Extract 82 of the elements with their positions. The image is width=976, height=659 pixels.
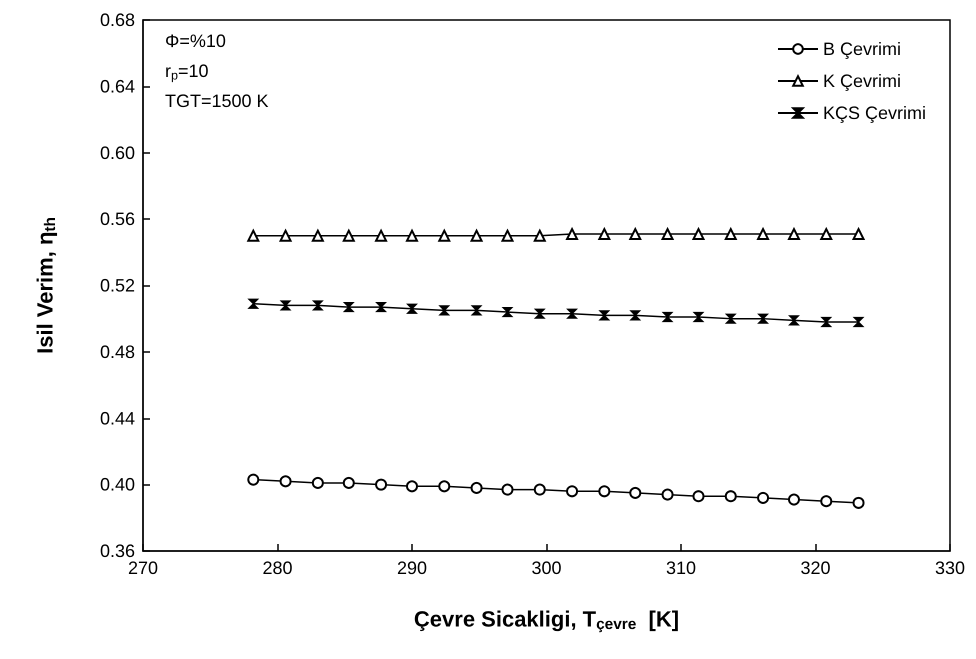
point — [312, 476, 324, 489]
point — [280, 300, 291, 311]
point — [630, 310, 640, 320]
x-tick-label: 330 — [934, 558, 966, 578]
x-tick-label: 280 — [262, 558, 293, 578]
point — [757, 492, 770, 504]
point — [598, 228, 610, 240]
point — [788, 315, 800, 326]
x-tick-label: 320 — [800, 558, 831, 578]
point — [726, 314, 736, 324]
point — [280, 475, 292, 488]
point — [248, 298, 258, 309]
point — [662, 228, 674, 240]
point — [470, 230, 483, 242]
y-tick-label: 0.48 — [100, 342, 135, 362]
point — [471, 305, 482, 316]
point — [662, 488, 674, 501]
point — [312, 300, 323, 311]
point — [566, 308, 578, 319]
point — [247, 474, 260, 486]
point — [501, 230, 514, 242]
point — [342, 476, 355, 489]
legend-label: KÇS Çevrimi — [822, 103, 926, 123]
point — [724, 228, 737, 240]
point — [788, 228, 800, 240]
point — [280, 230, 292, 242]
point — [629, 228, 642, 240]
y-tick-label: 0.40 — [100, 474, 135, 495]
point — [598, 485, 610, 498]
legend-label: K Çevrimi — [822, 71, 902, 91]
point — [534, 308, 545, 319]
point — [406, 480, 418, 492]
point — [820, 228, 832, 240]
point — [247, 230, 260, 242]
y-axis-title: Isil Verim, ηth — [32, 217, 59, 354]
point — [566, 485, 578, 498]
y-tick-label: 0.68 — [100, 10, 135, 30]
point — [692, 490, 704, 502]
y-tick-label: 0.52 — [100, 276, 135, 296]
x-tick-label: 270 — [128, 558, 158, 578]
y-tick-label: 0.36 — [100, 541, 135, 561]
point — [821, 316, 832, 328]
point — [852, 496, 865, 509]
point — [534, 484, 546, 496]
point — [344, 302, 354, 312]
point — [853, 316, 864, 328]
point — [852, 228, 865, 240]
point — [629, 486, 642, 499]
y-tick-label: 0.60 — [100, 142, 135, 163]
point — [470, 482, 483, 494]
point — [438, 230, 450, 242]
point — [406, 230, 418, 242]
point — [375, 478, 388, 491]
legend-label: B Çevrimi — [822, 39, 902, 59]
point — [502, 306, 513, 318]
point — [757, 228, 770, 240]
point — [376, 302, 386, 312]
point — [312, 230, 324, 242]
point — [439, 305, 450, 316]
point — [342, 230, 355, 242]
point — [375, 230, 388, 242]
point — [599, 310, 610, 320]
x-tick-label: 300 — [531, 558, 562, 578]
point — [566, 228, 578, 240]
point — [788, 494, 800, 506]
annotation: TGT=1500 K — [165, 91, 269, 111]
x-tick-label: 290 — [396, 558, 428, 578]
y-tick-label: 0.56 — [100, 209, 135, 230]
point — [820, 495, 832, 508]
point — [662, 312, 673, 322]
point — [693, 312, 704, 322]
y-tick-label: 0.44 — [100, 408, 135, 428]
annotation: Φ=%10 — [165, 31, 226, 51]
point — [692, 228, 704, 240]
point — [724, 490, 737, 502]
point — [438, 480, 450, 492]
point — [758, 314, 768, 324]
point — [534, 230, 546, 242]
point — [502, 484, 514, 496]
x-tick-label: 310 — [666, 558, 696, 578]
point — [406, 304, 418, 314]
y-tick-label: 0.64 — [100, 76, 135, 96]
